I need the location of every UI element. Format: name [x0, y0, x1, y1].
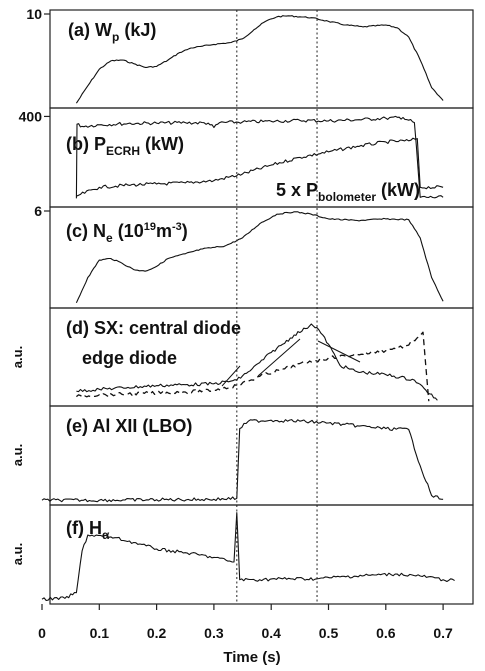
- panel-e: a.u. (e) Al XII (LBO): [10, 405, 474, 506]
- edge-diode-pointer: [221, 365, 241, 387]
- panel-d-label-2: edge diode: [82, 348, 177, 368]
- x-tick-label: 0.6: [376, 625, 396, 641]
- panel-c: 6 (c) Ne (1019m-3): [34, 203, 474, 309]
- panel-f-frame: [49, 504, 474, 605]
- x-tick-label: 0: [38, 625, 46, 641]
- panel-f-trace-1: [41, 512, 455, 602]
- panel-d-trace-2: [75, 331, 430, 402]
- panel-e-trace-1: [41, 419, 444, 503]
- panel-d-trace-1: [76, 323, 438, 401]
- x-axis: 0 0.1 0.2 0.3 0.4 0.5 0.6 0.7: [38, 604, 453, 641]
- panel-d: a.u. (d) SX: central diode edge diode: [10, 307, 474, 407]
- panel-f-label: (f) Hα: [66, 518, 110, 542]
- panel-a-ytick-label: 10: [26, 6, 42, 22]
- x-axis-label: Time (s): [223, 649, 280, 666]
- x-tick-label: 0.7: [433, 625, 453, 641]
- x-tick-label: 0.4: [261, 625, 281, 641]
- panel-c-label: (c) Ne (1019m-3): [66, 221, 188, 245]
- x-tick-label: 0.3: [204, 625, 224, 641]
- panel-c-trace-1: [75, 211, 444, 304]
- x-tick-label: 0.2: [147, 625, 167, 641]
- panel-b: 400 (b) PECRH (kW) 5 x Pbolometer (kW): [19, 107, 474, 208]
- panel-b-label-2: 5 x Pbolometer (kW): [276, 180, 420, 204]
- panel-b-ytick-label: 400: [19, 108, 43, 124]
- panel-d-ylabel: a.u.: [10, 346, 25, 368]
- central-diode-pointer: [257, 338, 301, 377]
- panel-a-trace-1: [75, 15, 444, 104]
- panel-a-frame: [49, 9, 474, 109]
- panel-a: 10 (a) Wp (kJ): [26, 6, 474, 109]
- x-tick-label: 0.5: [319, 625, 339, 641]
- panel-c-ytick-label: 6: [34, 203, 42, 219]
- panel-b-label: (b) PECRH (kW): [66, 134, 184, 158]
- central-diode-pointer-2: [317, 340, 361, 363]
- panel-f: a.u. (f) Hα: [10, 504, 474, 605]
- panels-group: 10 (a) Wp (kJ) 400 (b) PECRH (kW) 5 x Pbolom…: [10, 6, 474, 605]
- panel-b-trace-1: [75, 115, 444, 199]
- panel-e-label: (e) Al XII (LBO): [66, 416, 192, 436]
- panel-f-ylabel: a.u.: [10, 543, 25, 565]
- panel-d-label: (d) SX: central diode: [66, 318, 241, 338]
- panel-b-trace-2: [76, 137, 444, 197]
- panel-a-label: (a) Wp (kJ): [68, 20, 156, 44]
- panel-e-ylabel: a.u.: [10, 444, 25, 466]
- x-tick-label: 0.1: [90, 625, 110, 641]
- overlay-group: [221, 10, 361, 604]
